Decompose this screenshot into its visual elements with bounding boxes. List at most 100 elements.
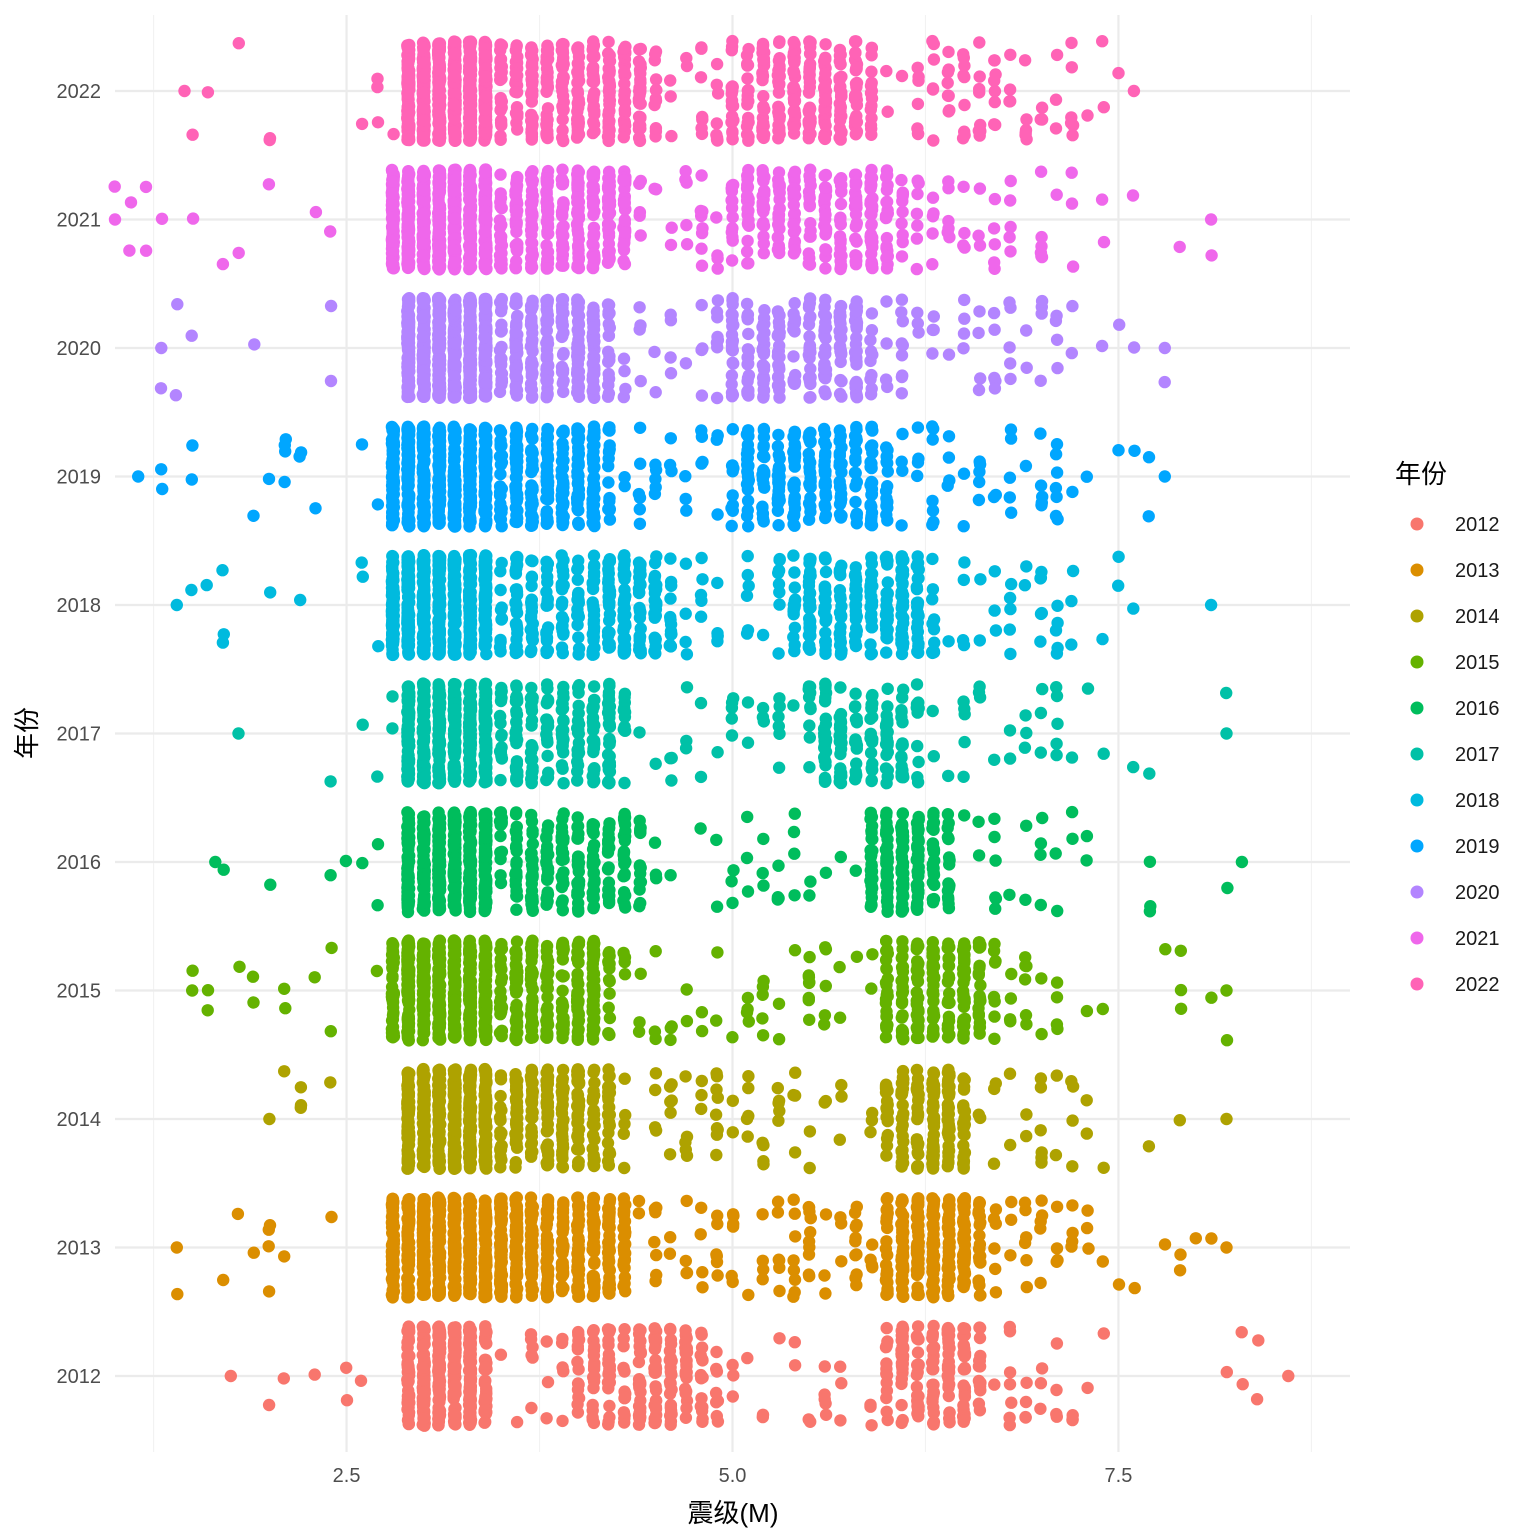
data-point xyxy=(1020,1280,1033,1294)
data-point xyxy=(324,1076,337,1089)
data-point xyxy=(401,1324,414,1338)
data-point xyxy=(1065,1075,1078,1088)
data-point xyxy=(447,1195,461,1208)
data-point xyxy=(494,1143,508,1157)
data-point xyxy=(802,993,815,1007)
data-point xyxy=(231,1207,245,1221)
data-point xyxy=(1034,1124,1047,1137)
data-point xyxy=(526,1340,539,1354)
data-point xyxy=(927,1406,940,1420)
data-point xyxy=(402,1156,416,1169)
data-point xyxy=(741,1130,754,1143)
data-point xyxy=(494,985,507,998)
data-point xyxy=(525,1401,538,1415)
data-point xyxy=(911,955,924,968)
data-point xyxy=(709,1386,723,1400)
data-point xyxy=(463,937,476,950)
data-point xyxy=(511,1104,524,1118)
data-point xyxy=(958,995,971,1009)
data-point xyxy=(432,1099,445,1113)
data-point xyxy=(648,1416,661,1430)
data-point xyxy=(541,1193,555,1206)
data-point xyxy=(401,1079,414,1092)
data-point xyxy=(418,1156,431,1170)
data-point xyxy=(742,1081,755,1095)
data-point xyxy=(802,1413,815,1426)
data-point xyxy=(788,944,802,957)
data-point xyxy=(587,1243,601,1257)
data-point xyxy=(572,1231,585,1245)
data-point xyxy=(726,1126,739,1139)
data-point xyxy=(803,1161,816,1175)
data-point xyxy=(542,1148,555,1162)
data-point xyxy=(480,1270,493,1284)
data-point xyxy=(572,1242,586,1256)
data-point xyxy=(927,1157,940,1170)
data-point xyxy=(294,1099,308,1112)
data-point xyxy=(1035,1362,1049,1375)
data-point xyxy=(586,962,599,975)
data-point xyxy=(695,1024,709,1038)
data-point xyxy=(879,1242,893,1256)
data-point xyxy=(957,1414,970,1427)
data-point xyxy=(417,1075,430,1088)
data-point xyxy=(896,960,910,974)
data-point xyxy=(973,1218,986,1232)
data-point xyxy=(835,1090,848,1103)
data-point xyxy=(479,1065,492,1079)
data-point xyxy=(464,1355,478,1369)
data-point xyxy=(926,1203,940,1216)
data-point xyxy=(1050,1242,1064,1255)
data-point xyxy=(710,1014,723,1027)
data-point xyxy=(1035,1027,1048,1041)
data-point xyxy=(401,1015,415,1029)
data-point xyxy=(957,1322,970,1335)
data-point xyxy=(941,1321,955,1335)
data-point xyxy=(880,978,893,992)
data-point xyxy=(448,1005,461,1018)
data-point xyxy=(1236,1378,1249,1391)
data-point xyxy=(896,1413,909,1427)
data-point xyxy=(680,1402,693,1415)
data-point xyxy=(973,1331,987,1345)
data-point xyxy=(525,1278,538,1292)
data-point xyxy=(618,955,631,969)
data-point xyxy=(819,979,832,993)
data-point xyxy=(881,1128,894,1142)
data-point xyxy=(663,1080,677,1093)
data-point xyxy=(403,1214,416,1227)
data-point xyxy=(602,973,616,986)
data-point xyxy=(695,1102,708,1116)
data-point xyxy=(772,1033,786,1046)
data-point xyxy=(926,1395,939,1408)
data-point-min xyxy=(186,984,199,997)
data-point xyxy=(942,1215,955,1228)
data-point xyxy=(866,1106,879,1120)
data-point xyxy=(695,1392,708,1405)
data-point xyxy=(448,1261,461,1274)
data-point xyxy=(386,1201,400,1215)
data-point xyxy=(710,1345,723,1359)
data-point xyxy=(1097,1161,1110,1175)
data-point xyxy=(464,987,477,1000)
data-point xyxy=(1004,1249,1017,1262)
data-point xyxy=(602,1415,615,1428)
data-point xyxy=(1034,1222,1047,1235)
data-point xyxy=(709,1108,723,1121)
data-point xyxy=(710,1067,723,1080)
data-point xyxy=(803,1013,816,1026)
data-point xyxy=(603,1323,617,1337)
data-point xyxy=(447,966,460,980)
data-point xyxy=(958,1146,972,1159)
data-point xyxy=(880,1288,893,1302)
data-point xyxy=(417,1412,430,1425)
data-point xyxy=(433,959,447,973)
data-point xyxy=(479,1324,493,1337)
data-point xyxy=(665,1383,678,1396)
data-point xyxy=(1035,1209,1049,1222)
data-point xyxy=(833,1011,847,1024)
data-point xyxy=(648,1334,662,1347)
data-point xyxy=(1081,1204,1094,1217)
data-point xyxy=(1066,1114,1079,1127)
data-point xyxy=(603,1086,617,1100)
